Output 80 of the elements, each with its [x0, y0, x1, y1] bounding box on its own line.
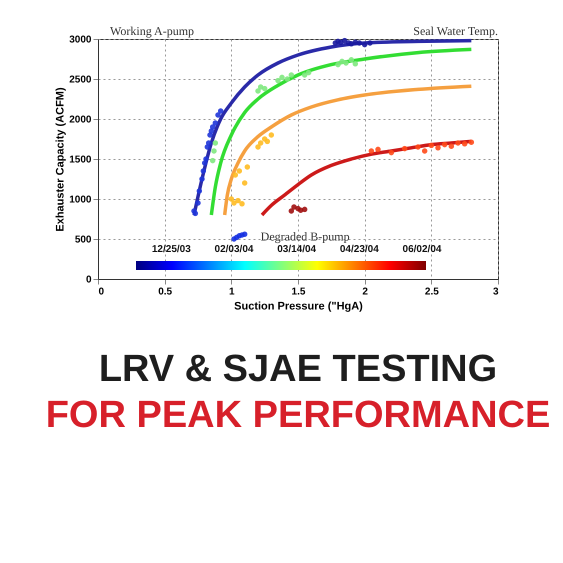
- point: [442, 142, 448, 148]
- point: [268, 132, 274, 138]
- x-tick-label: 0.5: [158, 286, 173, 298]
- y-tick-label: 1000: [69, 194, 92, 206]
- text: Working A-pump: [110, 24, 194, 38]
- text: Seal Water Temp.: [413, 24, 498, 38]
- point: [428, 142, 434, 148]
- annotation: 06/02/04: [402, 244, 442, 255]
- point: [264, 138, 270, 144]
- point: [242, 231, 248, 237]
- point: [435, 145, 441, 151]
- point: [455, 140, 461, 146]
- x-tick-label: 0: [98, 286, 104, 298]
- point: [199, 176, 205, 182]
- line-series: [222, 84, 474, 217]
- point: [203, 156, 209, 162]
- point: [210, 124, 216, 130]
- x-tick-label: 3: [492, 286, 499, 298]
- x-tick-label: 2: [362, 286, 368, 298]
- x-tick-label: 2.5: [424, 286, 440, 298]
- point: [415, 144, 421, 150]
- point: [342, 38, 348, 44]
- y-tick-label: 1500: [69, 154, 92, 166]
- x-axis-title: Suction Pressure ("HgA): [234, 300, 364, 312]
- point: [388, 150, 394, 156]
- annotation: 03/14/04: [277, 244, 317, 255]
- point: [368, 148, 374, 154]
- y-tick-label: 2000: [69, 114, 92, 126]
- annotation: 02/03/04: [214, 244, 254, 255]
- point: [239, 201, 245, 207]
- point: [211, 148, 217, 154]
- point: [210, 158, 216, 164]
- point: [218, 108, 224, 114]
- point: [235, 198, 241, 204]
- point: [236, 168, 242, 174]
- point: [375, 146, 381, 152]
- point: [352, 61, 358, 67]
- point: [196, 188, 202, 194]
- point: [462, 141, 468, 147]
- annotation: Degraded B-pump: [260, 230, 350, 244]
- x-tick-label: 1: [229, 286, 236, 298]
- point: [275, 78, 281, 84]
- point: [468, 139, 474, 145]
- point: [343, 60, 349, 66]
- point: [200, 168, 206, 174]
- point: [192, 210, 198, 216]
- point: [228, 196, 234, 202]
- point: [335, 62, 341, 68]
- point: [212, 140, 218, 146]
- y-tick-label: 0: [86, 274, 92, 286]
- point: [284, 76, 290, 82]
- point: [348, 57, 354, 63]
- point: [367, 40, 373, 46]
- y-tick-label: 500: [74, 234, 92, 246]
- point: [258, 140, 264, 146]
- point: [288, 208, 294, 214]
- y-tick-label: 3000: [69, 34, 92, 46]
- point: [262, 86, 268, 92]
- annotation: 04/23/04: [340, 244, 380, 255]
- point: [362, 42, 368, 48]
- point: [206, 140, 212, 146]
- point: [288, 72, 294, 78]
- point: [402, 146, 408, 152]
- point: [448, 143, 454, 149]
- point: [356, 40, 362, 46]
- point: [279, 74, 285, 80]
- annotation: 12/25/03: [152, 244, 192, 255]
- point: [306, 70, 312, 76]
- y-tick-label: 2500: [69, 74, 92, 86]
- text: LRV & SJAE TESTING: [98, 348, 498, 390]
- point: [212, 120, 218, 126]
- point: [195, 200, 201, 206]
- text: FOR PEAK PERFORMANCE: [46, 394, 550, 436]
- y-axis-title: Exhauster Capacity (ACFM): [54, 87, 66, 232]
- point: [232, 172, 238, 178]
- point: [242, 180, 248, 186]
- point: [302, 206, 308, 212]
- x-tick-label: 1.5: [292, 286, 306, 298]
- point: [422, 148, 428, 154]
- point: [244, 164, 250, 170]
